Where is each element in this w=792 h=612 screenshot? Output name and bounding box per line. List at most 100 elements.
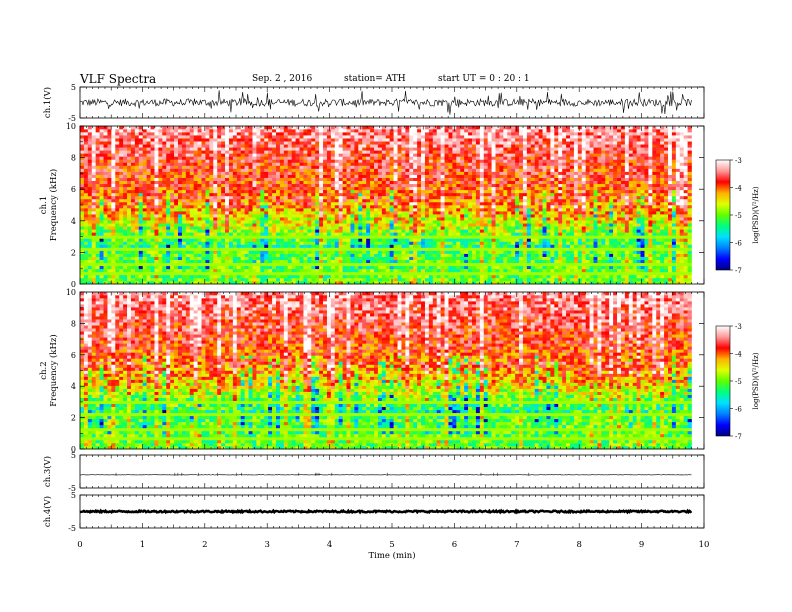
spectrogram-cell: [358, 150, 363, 154]
spectrogram-cell: [260, 201, 265, 206]
spectrogram-cell: [440, 135, 445, 139]
spectrogram-cell: [166, 250, 171, 254]
spectrogram-cell: [370, 198, 375, 203]
spectrogram-cell: [99, 223, 104, 227]
spectrogram-cell: [338, 198, 343, 203]
spectrogram-cell: [264, 147, 269, 151]
spectrogram-cell: [221, 250, 226, 254]
spectrogram-cell: [170, 208, 175, 212]
spectrogram-cell: [115, 150, 120, 154]
spectrogram-cell: [91, 189, 96, 194]
spectrogram-cell: [146, 217, 151, 221]
spectrogram-cell: [342, 220, 347, 224]
spectrogram-cell: [279, 144, 285, 148]
spectrogram-cell: [452, 183, 457, 188]
spectrogram-cell: [178, 189, 183, 194]
spectrogram-cell: [154, 141, 159, 145]
spectrogram-cell: [91, 174, 96, 178]
spectrogram-cell: [83, 162, 89, 166]
spectrogram-cell: [189, 150, 194, 154]
spectrogram-cell: [111, 138, 116, 142]
spectrogram-cell: [146, 141, 151, 145]
spectrogram-cell: [389, 192, 394, 197]
spectrogram-cell: [260, 208, 265, 212]
spectrogram-cell: [311, 159, 316, 163]
spectrogram-cell: [264, 250, 269, 254]
spectrogram-cell: [228, 265, 234, 270]
spectrogram-cell: [154, 198, 159, 203]
spectrogram-cell: [350, 135, 355, 139]
spectrogram-cell: [350, 195, 355, 200]
spectrogram-cell: [123, 183, 128, 188]
spectrogram-cell: [385, 274, 390, 279]
spectrogram-cell: [201, 186, 206, 191]
spectrogram-cell: [185, 235, 191, 239]
spectrogram-cell: [111, 235, 116, 239]
spectrogram-cell: [413, 226, 418, 230]
spectrogram-cell: [307, 186, 312, 191]
spectrogram-cell: [260, 241, 265, 245]
spectrogram-cell: [138, 156, 144, 160]
spectrogram-cell: [272, 262, 277, 267]
spectrogram-cell: [342, 256, 347, 260]
spectrogram-cell: [409, 147, 414, 151]
spectrogram-cell: [315, 186, 320, 191]
spectrogram-cell: [260, 217, 265, 221]
spectrogram-cell: [350, 201, 355, 206]
spectrogram-cell: [268, 280, 273, 285]
spectrogram-cell: [326, 220, 332, 224]
spectrogram-cell: [138, 138, 144, 142]
spectrogram-cell: [354, 177, 359, 181]
spectrogram-cell: [374, 150, 379, 154]
spectrogram-cell: [413, 141, 418, 145]
spectrogram-cell: [103, 214, 108, 218]
spectrogram-cell: [326, 198, 332, 203]
spectrogram-cell: [417, 256, 422, 260]
spectrogram-cell: [299, 147, 304, 151]
spectrogram-cell: [377, 201, 383, 206]
spectrogram-cell: [209, 135, 214, 139]
spectrogram-cell: [111, 220, 116, 224]
spectrogram-cell: [405, 280, 410, 285]
spectrogram-cell: [401, 259, 406, 264]
spectrogram-cell: [209, 189, 214, 194]
spectrogram-cell: [366, 126, 371, 130]
spectrogram-cell: [362, 141, 367, 145]
spectrogram-cell: [134, 141, 140, 145]
spectrogram-cell: [354, 141, 359, 145]
spectrogram-cell: [417, 232, 422, 236]
spectrogram-cell: [236, 186, 242, 191]
spectrogram-cell: [193, 174, 198, 178]
spectrogram-cell: [146, 165, 151, 169]
spectrogram-cell: [87, 259, 93, 264]
spectrogram-cell: [197, 265, 202, 270]
station-label: station= ATH: [344, 74, 406, 84]
spectrogram-cell: [315, 229, 320, 233]
spectrogram-cell: [276, 132, 281, 136]
spectrogram-cell: [201, 229, 206, 233]
spectrogram-cell: [166, 126, 171, 130]
spectrogram-cell: [436, 162, 441, 166]
spectrogram-cell: [99, 129, 104, 133]
spectrogram-cell: [417, 229, 422, 233]
spectrogram-cell: [119, 192, 124, 197]
spectrogram-cell: [362, 280, 367, 285]
spectrogram-cell: [303, 186, 308, 191]
spectrogram-cell: [170, 274, 175, 279]
spectrogram-cell: [389, 256, 394, 260]
spectrogram-cell: [91, 226, 96, 230]
spectrogram-cell: [213, 171, 218, 175]
spectrogram-cell: [123, 135, 128, 139]
spectrogram-cell: [326, 177, 332, 181]
spectrogram-cell: [401, 150, 406, 154]
spectrogram-cell: [417, 165, 422, 169]
spectrogram-cell: [381, 150, 387, 154]
spectrogram-cell: [346, 232, 351, 236]
spectrogram-cell: [91, 183, 96, 188]
spectrogram-cell: [389, 168, 394, 172]
spectrogram-cell: [393, 153, 398, 157]
spectrogram-cell: [338, 247, 343, 251]
spectrogram-cell: [299, 205, 304, 209]
spectrogram-cell: [107, 141, 112, 145]
spectrogram-cell: [374, 253, 379, 257]
